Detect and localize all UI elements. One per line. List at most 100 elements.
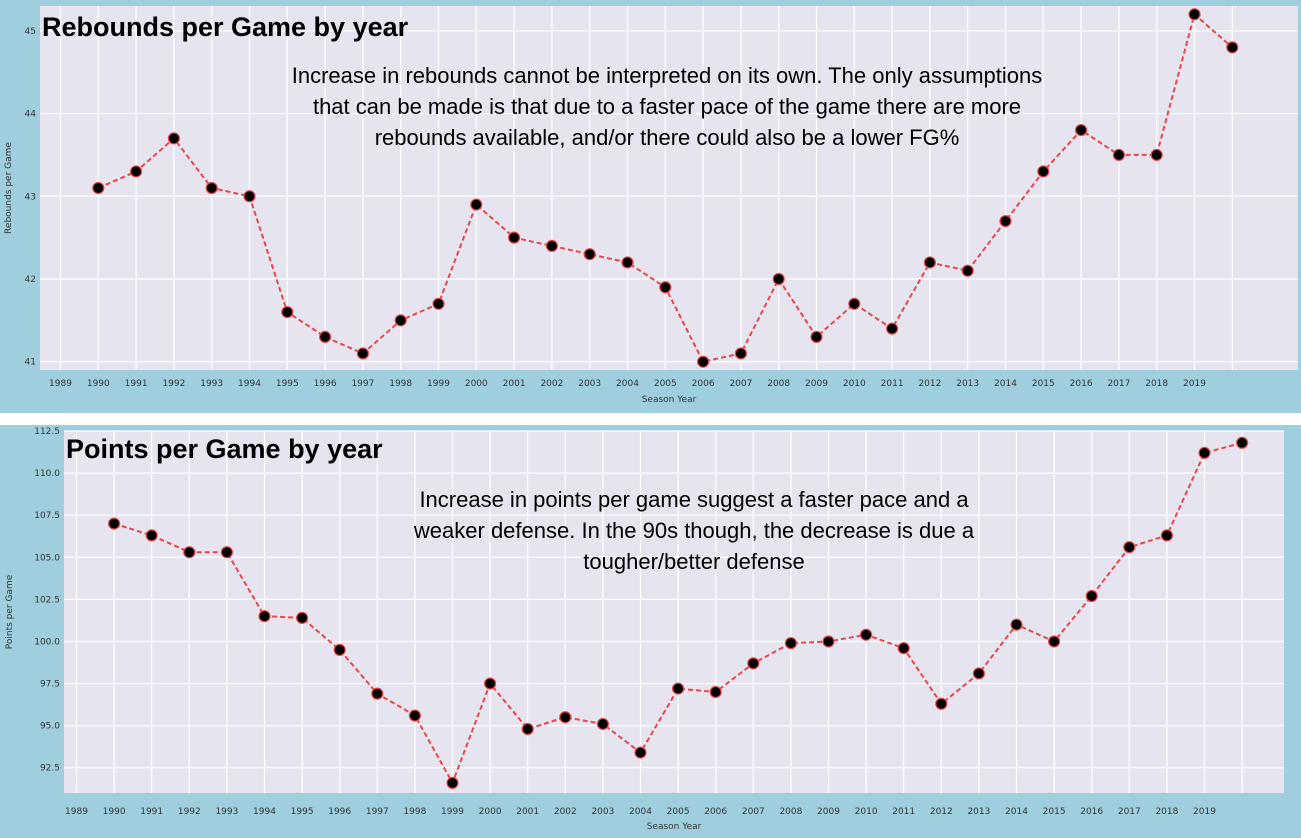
x-tick-label: 2017 xyxy=(1118,807,1141,817)
y-tick-label: 100.0 xyxy=(34,637,60,647)
data-point xyxy=(583,248,596,261)
data-point xyxy=(130,165,143,178)
x-tick-label: 2005 xyxy=(667,807,690,817)
x-tick-label: 1995 xyxy=(276,379,299,389)
x-tick-label: 2016 xyxy=(1080,807,1103,817)
data-point xyxy=(220,546,233,559)
data-point xyxy=(972,667,986,680)
data-point xyxy=(183,546,196,559)
data-point xyxy=(92,181,105,195)
x-axis-label: Season Year xyxy=(642,395,697,405)
data-point xyxy=(822,635,835,648)
x-tick-label: 2000 xyxy=(465,379,488,389)
y-tick-label: 45 xyxy=(25,27,36,37)
data-point xyxy=(1226,41,1239,54)
x-tick-label: 1990 xyxy=(103,807,126,817)
data-point xyxy=(559,711,572,724)
points-annotation: Increase in points per game suggest a fa… xyxy=(413,487,975,574)
data-point xyxy=(319,330,332,344)
x-tick-label: 2007 xyxy=(742,807,765,817)
data-point xyxy=(747,657,760,670)
data-point xyxy=(1074,123,1088,137)
y-axis-label: Rebounds per Game xyxy=(4,142,14,234)
data-point xyxy=(634,746,647,759)
y-tick-label: 92.5 xyxy=(40,764,60,774)
x-tick-label: 1989 xyxy=(65,807,88,817)
x-tick-label: 2004 xyxy=(616,379,639,389)
data-point xyxy=(1235,436,1249,449)
x-tick-label: 2001 xyxy=(503,379,526,389)
data-point xyxy=(784,637,798,650)
x-tick-label: 2004 xyxy=(629,807,652,817)
x-tick-label: 2015 xyxy=(1032,379,1055,389)
data-point xyxy=(897,642,910,655)
x-tick-label: 2009 xyxy=(817,807,840,817)
y-tick-label: 43 xyxy=(25,192,36,202)
y-axis-label: Points per Game xyxy=(5,574,15,649)
x-tick-label: 1993 xyxy=(215,807,238,817)
data-point xyxy=(1188,8,1201,21)
y-tick-label: 97.5 xyxy=(40,680,60,690)
x-tick-label: 1992 xyxy=(178,807,201,817)
x-tick-label: 2012 xyxy=(918,379,941,389)
data-point xyxy=(671,682,685,695)
x-tick-label: 2014 xyxy=(1005,807,1028,817)
data-point xyxy=(408,709,421,722)
x-tick-label: 2018 xyxy=(1155,807,1178,817)
data-point xyxy=(1010,618,1023,631)
x-tick-label: 1998 xyxy=(389,379,412,389)
y-tick-label: 102.5 xyxy=(34,595,60,605)
data-point xyxy=(1150,148,1163,162)
data-point xyxy=(432,297,445,310)
x-tick-label: 2013 xyxy=(967,807,990,817)
data-point xyxy=(333,643,346,656)
x-tick-label: 1991 xyxy=(140,807,163,817)
data-point xyxy=(1037,165,1050,178)
data-point xyxy=(1085,589,1098,603)
data-point xyxy=(145,529,158,542)
data-point xyxy=(1123,541,1136,554)
data-point xyxy=(1160,529,1174,542)
data-point xyxy=(371,687,384,700)
y-tick-label: 41 xyxy=(25,358,36,368)
data-point xyxy=(521,722,534,736)
data-point xyxy=(999,214,1012,228)
x-tick-label: 2015 xyxy=(1043,807,1066,817)
x-tick-label: 2008 xyxy=(767,379,790,389)
x-tick-label: 2002 xyxy=(554,807,577,817)
x-tick-label: 1999 xyxy=(427,379,450,389)
x-tick-label: 2005 xyxy=(654,379,677,389)
data-point xyxy=(484,677,497,690)
x-tick-label: 2006 xyxy=(692,379,715,389)
data-point xyxy=(935,697,948,710)
x-tick-label: 1992 xyxy=(162,379,185,389)
x-axis-label: Season Year xyxy=(647,822,702,832)
x-tick-label: 1994 xyxy=(253,807,276,817)
data-point xyxy=(734,347,748,360)
data-point xyxy=(243,190,256,203)
x-tick-label: 1997 xyxy=(366,807,389,817)
data-point xyxy=(281,305,294,319)
data-point xyxy=(507,231,521,244)
data-point xyxy=(296,611,309,624)
points-chart: 1989 1990 1991 1992 1993 1994 1995 1996 1997 1998… xyxy=(5,427,1284,832)
x-tick-label: 1990 xyxy=(87,379,110,389)
rebounds-chart: 1989 1990 1991 1992 1993 1994 1995 1996 1997 1998… xyxy=(4,6,1298,405)
x-tick-label: 1999 xyxy=(441,807,464,817)
x-tick-label: 2010 xyxy=(843,379,866,389)
x-tick-label: 2007 xyxy=(729,379,752,389)
x-tick-label: 2008 xyxy=(779,807,802,817)
x-tick-label: 1993 xyxy=(200,379,223,389)
x-tick-label: 1997 xyxy=(351,379,374,389)
x-tick-label: 2001 xyxy=(516,807,539,817)
data-point xyxy=(885,322,899,335)
data-point xyxy=(394,314,407,327)
x-tick-label: 2003 xyxy=(591,807,614,817)
data-point xyxy=(1198,446,1211,459)
x-tick-label: 1995 xyxy=(291,807,314,817)
data-point xyxy=(1047,635,1061,648)
data-point xyxy=(470,198,483,211)
y-tick-label: 112.5 xyxy=(34,427,60,437)
x-tick-label: 2009 xyxy=(805,379,828,389)
x-tick-label: 2013 xyxy=(956,379,979,389)
